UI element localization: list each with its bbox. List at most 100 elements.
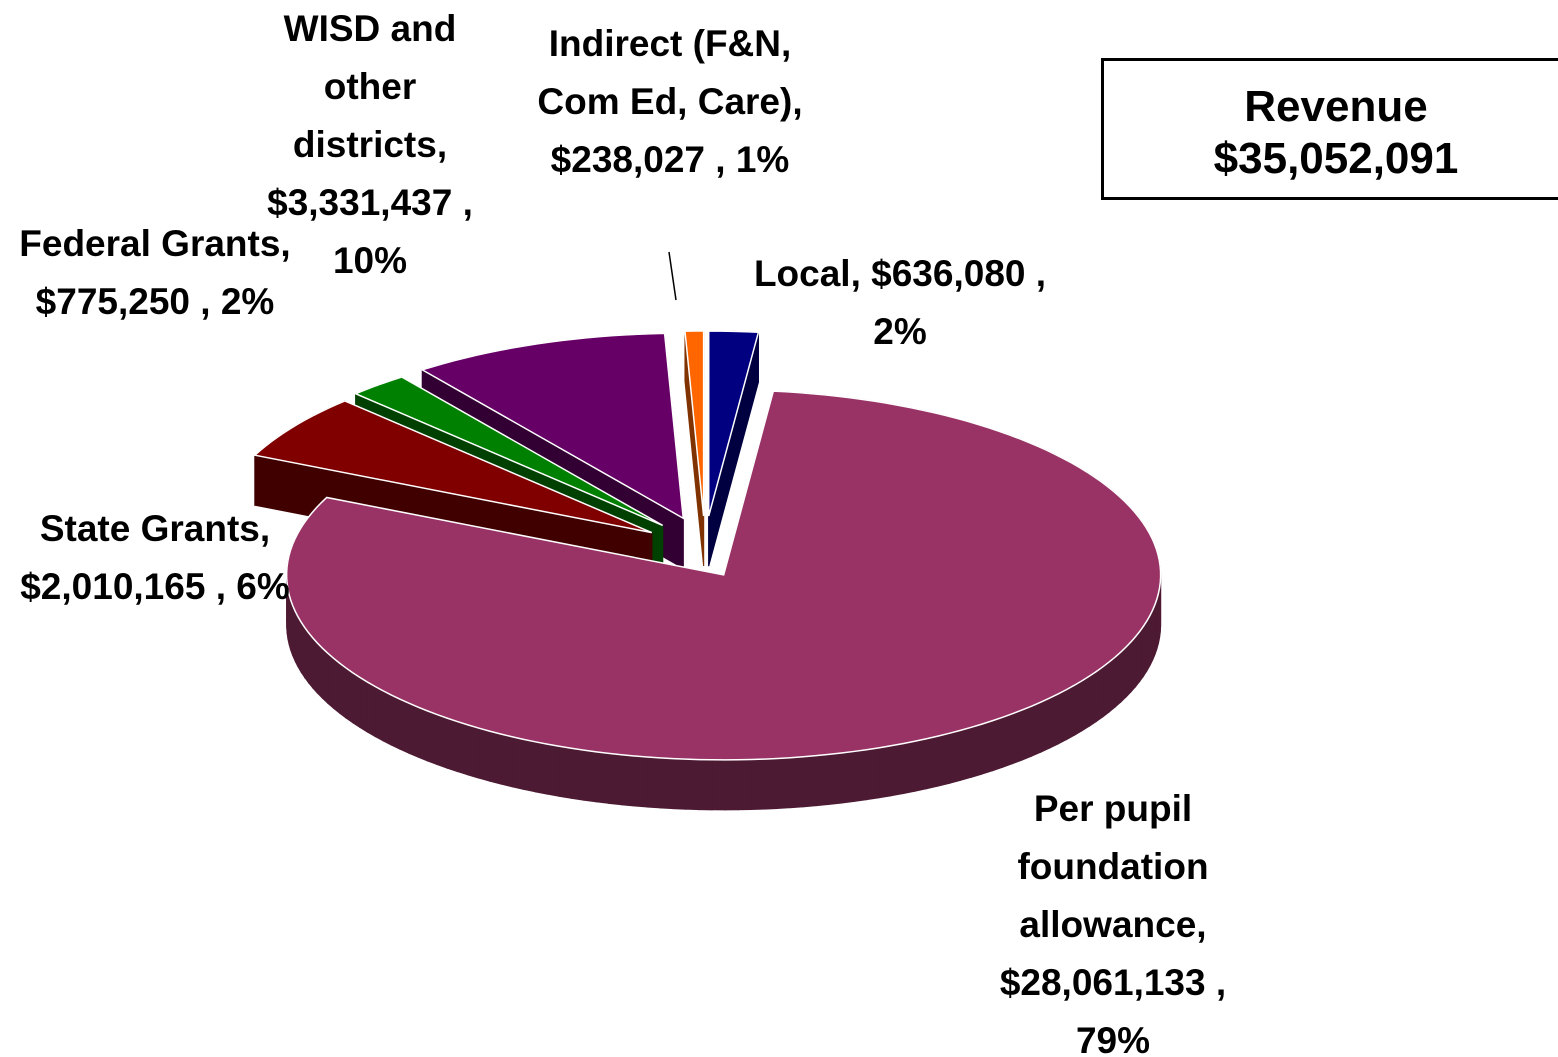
slice-side [1011,709,1023,765]
slice-side [1108,655,1116,713]
slice-side [500,733,513,788]
slice-side [345,666,354,724]
percent-label: 6% [236,566,290,607]
slice-side [890,742,904,797]
slice-side [672,758,687,810]
slice-top [285,390,1162,761]
slice-side [595,751,610,804]
slice-side [300,620,305,679]
slice-side [523,738,536,793]
slice-side [685,758,700,811]
percent-label: 2% [873,311,927,352]
slice-side [1120,645,1127,704]
slice-side [1057,688,1067,745]
slice-side [1095,665,1104,723]
data-label: Indirect (F&N, Com Ed, Care), $238,027 ,… [520,15,820,189]
slice-side [332,657,340,715]
slice-side [1073,679,1083,737]
slice-side [925,735,939,790]
slice-side [426,710,438,766]
slice-side [776,757,791,809]
category-label: State Grants, [39,508,271,549]
slice-side [698,759,713,811]
category-label: Local, [753,253,861,294]
category-label: WISD and other districts, [283,8,457,165]
data-label: Local, $636,080 , 2% [750,245,1050,361]
slice-side [878,745,892,799]
slice-side [981,720,993,775]
slice-side [724,759,739,811]
value-label: $636,080 , [871,253,1047,294]
slice-side [1143,618,1148,678]
slice-side [254,449,261,507]
slice-side [914,738,927,792]
data-label: Federal Grants, $775,250 , 2% [5,215,305,331]
value-label: $2,010,165 , [20,566,226,607]
slice-side [828,752,842,805]
slice-side [1002,712,1013,769]
slice-side [1049,693,1059,749]
slice-side [991,716,1004,772]
slice-side [382,689,392,746]
percent-label: 10% [332,240,408,281]
slice-side [1135,629,1141,688]
percent-label: 1% [735,139,790,180]
slice-side [970,723,983,778]
slice-side [750,758,765,811]
slice-side [1021,705,1033,761]
slice-side [1065,684,1075,741]
slice-side [620,754,635,807]
slice-side [511,736,525,790]
slice-side [948,729,961,784]
slice-side [583,749,597,803]
slice-side [815,753,830,807]
slice-side [307,631,314,690]
slice-side [327,652,334,710]
slice-side [1139,624,1145,683]
slice-side [840,750,855,804]
slice-top [420,332,685,520]
slice [684,330,705,567]
data-label: State Grants, $2,010,165 , 6% [10,500,300,616]
slice-top [707,330,760,517]
slice-side [608,752,622,806]
slice-side [546,743,560,797]
slice-side [359,676,368,733]
slice-side [570,747,585,801]
value-label: $775,250 , [35,281,211,322]
total-box: Revenue $35,052,091 [1101,58,1558,200]
category-label: Indirect (F&N, Com Ed, Care), [537,23,803,122]
slice-side [374,685,384,742]
slice [285,390,1162,811]
slice-side [417,706,428,762]
slice-side [352,671,361,729]
slice-side [1088,670,1097,728]
slice-side [321,646,329,705]
slice [253,400,653,584]
chart-title: Revenue [1244,82,1428,131]
slice-side [1114,650,1122,709]
slice-side [959,726,972,782]
slice-side [1040,697,1051,753]
slice-side [399,698,410,754]
slice-side [902,740,916,795]
percent-label: 79% [1075,1020,1151,1057]
slice-side [316,641,323,700]
slice-side [303,625,309,685]
slice-side [446,717,458,773]
slice-side [853,749,867,803]
slice-side [456,720,469,776]
slice-side [659,757,674,810]
slice-side [763,757,778,810]
slice-side [1031,701,1042,757]
category-label: Federal Grants, [19,223,291,264]
slice-side [1102,660,1110,718]
slice-side [489,730,502,785]
slice-side [1125,640,1132,699]
slice-top [353,376,664,527]
slice-top [684,330,705,517]
slice-side [633,755,648,808]
slice-side [737,758,752,811]
value-label: $238,027 , [550,139,726,180]
